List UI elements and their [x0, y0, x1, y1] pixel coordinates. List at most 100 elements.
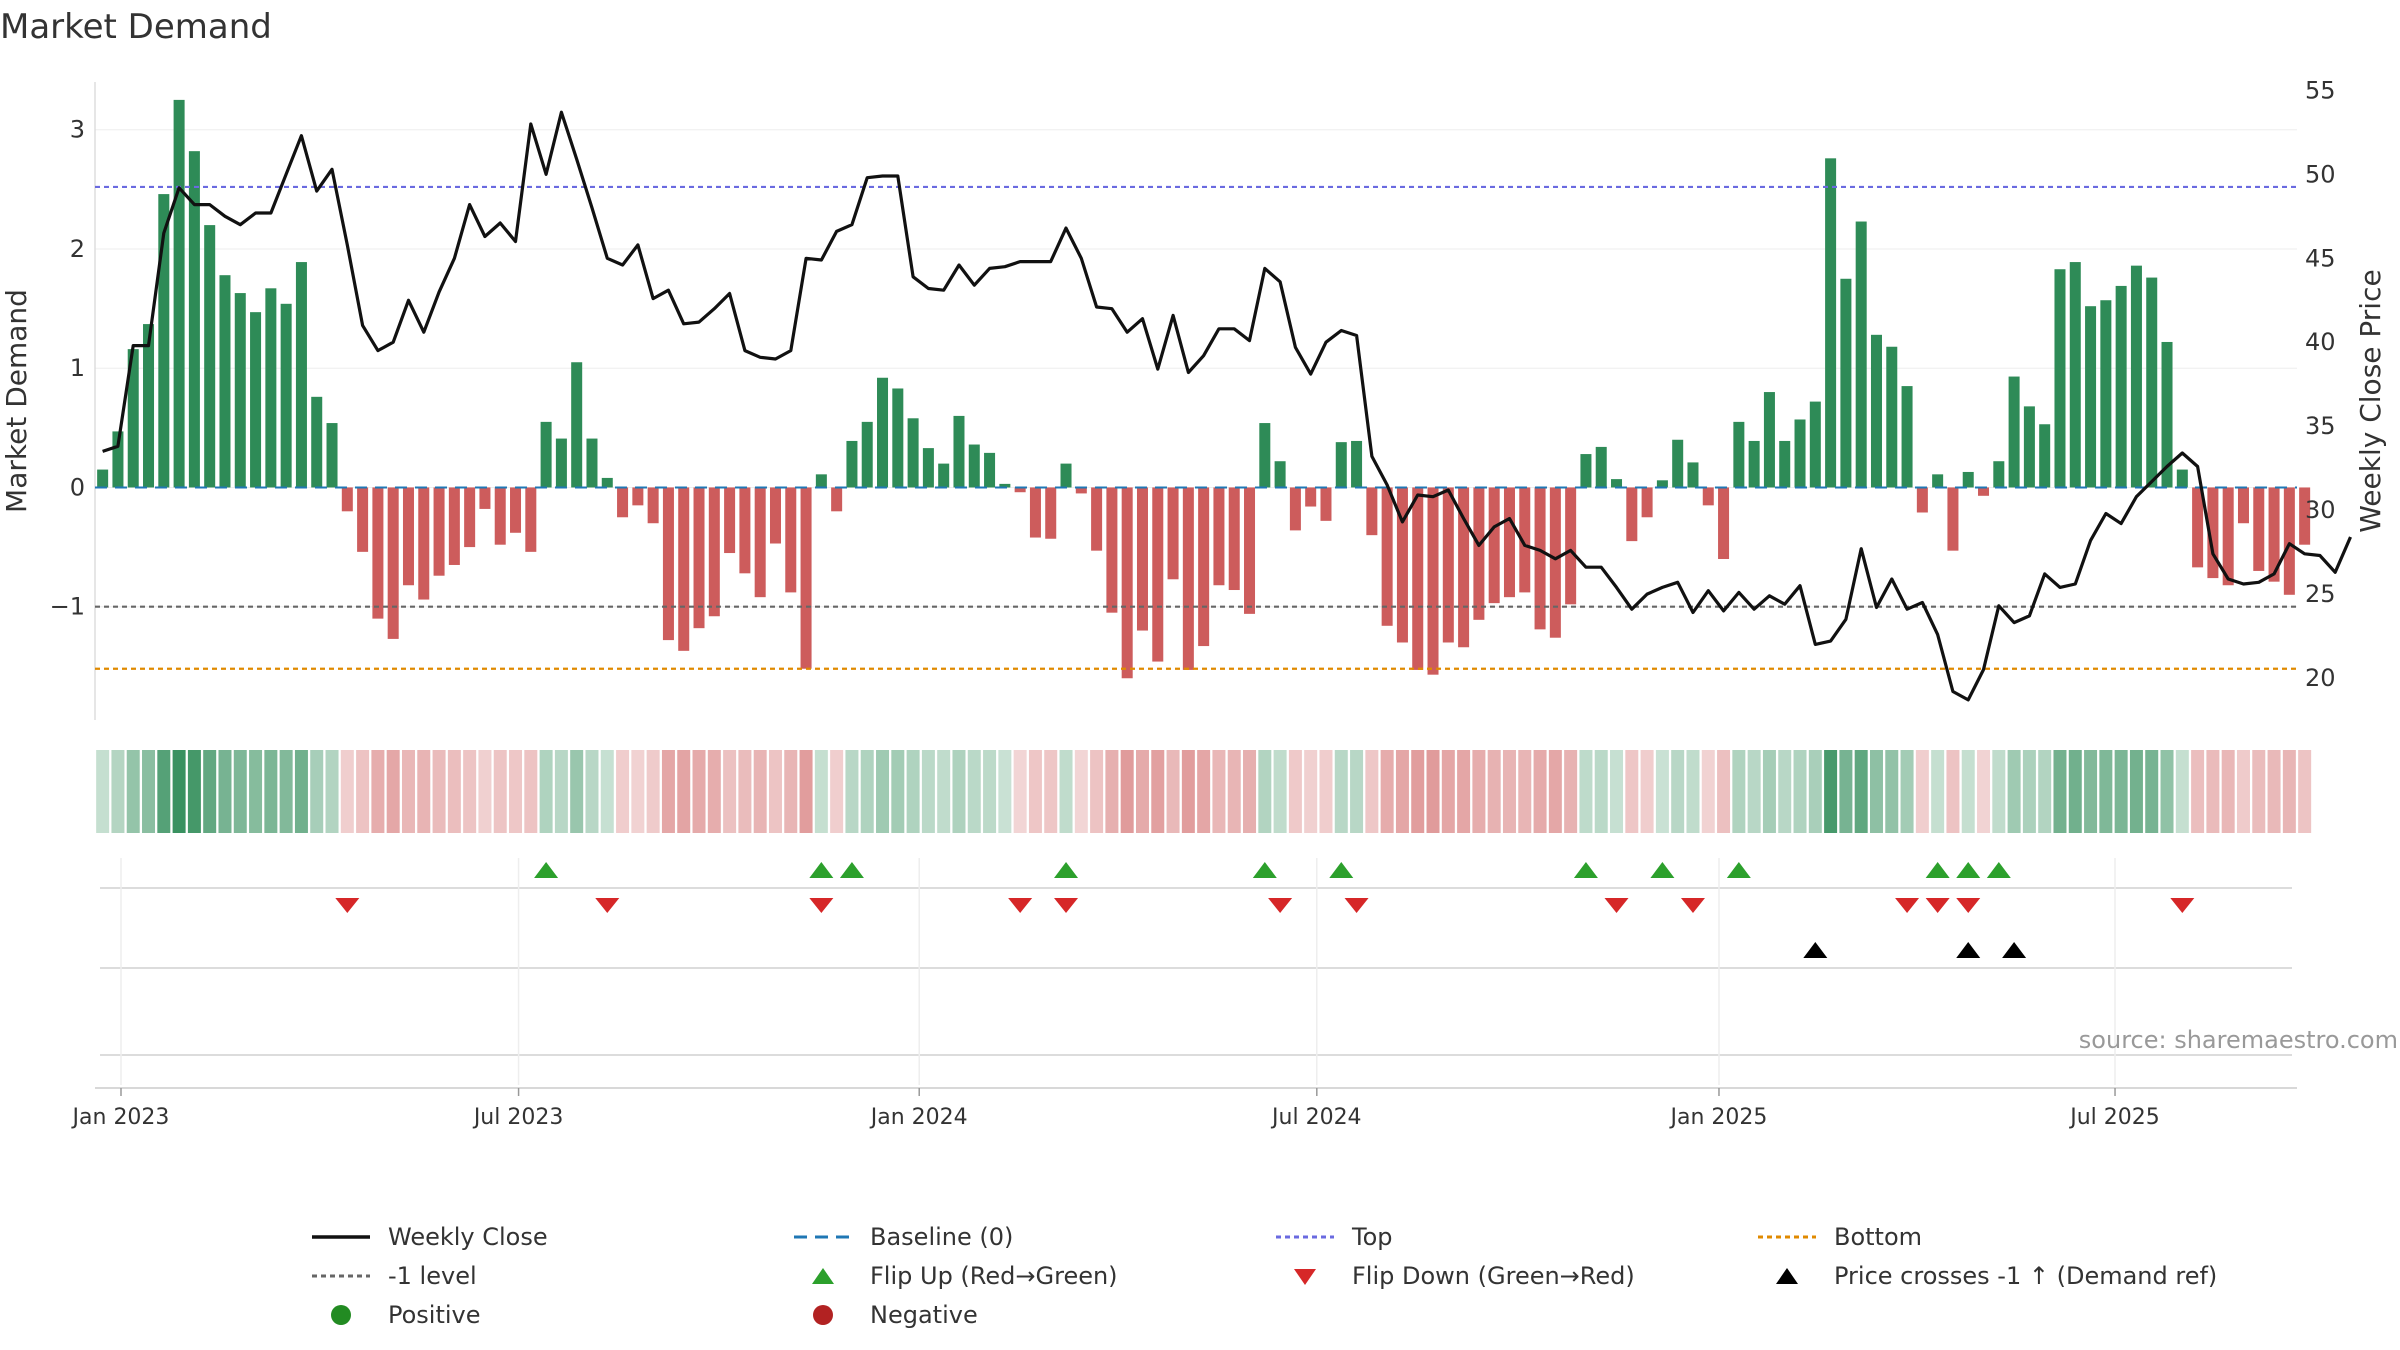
demand-bar-negative [2237, 487, 2249, 524]
demand-bar-negative [724, 487, 736, 554]
heat-cell [967, 750, 981, 833]
demand-bar-negative [341, 487, 353, 512]
heat-cell [1319, 750, 1333, 833]
heat-cell [2191, 750, 2205, 833]
heat-cell [1243, 750, 1257, 833]
legend-symbol-flip-down [1294, 1269, 1316, 1285]
legend-label: Positive [388, 1301, 481, 1329]
demand-bar-positive [1855, 221, 1867, 488]
left-axis-label: Market Demand [0, 289, 33, 513]
heat-cell [172, 750, 186, 833]
heat-cell [1044, 750, 1058, 833]
demand-bar-negative [1320, 487, 1332, 521]
demand-bar-negative [1488, 487, 1500, 604]
demand-bar-negative [1366, 487, 1378, 536]
demand-bar-positive [968, 444, 980, 488]
demand-bar-negative [785, 487, 797, 593]
flip-up-marker [1650, 862, 1675, 878]
heat-cell [1380, 750, 1394, 833]
demand-bar-negative [1549, 487, 1561, 638]
heat-cell [356, 750, 370, 833]
demand-bar-positive [295, 262, 307, 488]
flip-down-marker [1008, 898, 1033, 913]
demand-bar-negative [1702, 487, 1714, 506]
right-tick-label: 45 [2305, 244, 2336, 272]
demand-bar-positive [922, 448, 934, 488]
price-cross-marker [2002, 942, 2027, 958]
heat-cell [1854, 750, 1868, 833]
heat-cell [463, 750, 477, 833]
heat-cell [1518, 750, 1532, 833]
heat-cell [2022, 750, 2036, 833]
legend-item-negative: Negative [792, 1300, 978, 1330]
flip-up-marker [839, 862, 864, 878]
demand-bar-negative [1228, 487, 1240, 591]
heat-cell [142, 750, 156, 833]
heat-cell [1977, 750, 1991, 833]
demand-bar-negative [448, 487, 460, 565]
heat-cell [493, 750, 507, 833]
heat-cell [998, 750, 1012, 833]
demand-bar-negative [494, 487, 506, 545]
demand-bar-positive [815, 474, 827, 488]
weekly-close-line [102, 110, 2352, 702]
legend-item-weekly-close: Weekly Close [310, 1222, 548, 1252]
heat-cell [1579, 750, 1593, 833]
demand-bar-negative [1198, 487, 1210, 647]
left-tick-label: 0 [70, 473, 85, 501]
legend-label: Flip Down (Green→Red) [1352, 1262, 1635, 1290]
heat-cell [921, 750, 935, 833]
heat-cell [1793, 750, 1807, 833]
heat-cell [1824, 750, 1838, 833]
heat-cell [2114, 750, 2128, 833]
heat-cell [1426, 750, 1440, 833]
demand-bar-negative [1641, 487, 1653, 518]
heat-cell [1625, 750, 1639, 833]
heat-cell [1961, 750, 1975, 833]
demand-bar-negative [510, 487, 522, 533]
demand-bar-negative [1565, 487, 1577, 605]
flip-down-marker [1604, 898, 1629, 913]
heat-cell [2099, 750, 2113, 833]
heat-cell [860, 750, 874, 833]
event-rows [100, 858, 2292, 1085]
heat-cell [1472, 750, 1486, 833]
legend-item-cross: Price crosses -1 ↑ (Demand ref) [1756, 1261, 2217, 1291]
heat-cell [1640, 750, 1654, 833]
heat-cell [2252, 750, 2266, 833]
flip-up-marker [1252, 862, 1277, 878]
demand-bar-negative [402, 487, 414, 586]
demand-bar-positive [2176, 469, 2188, 488]
demand-bar-negative [1106, 487, 1118, 613]
legend-item-positive: Positive [310, 1300, 481, 1330]
demand-bar-positive [1763, 392, 1775, 488]
x-tick-label: Jul 2023 [472, 1105, 564, 1130]
demand-bar-negative [1091, 487, 1103, 551]
heat-cell [1808, 750, 1822, 833]
heat-cell [1120, 750, 1134, 833]
flip-down-marker [1956, 898, 1981, 913]
heat-cell [111, 750, 125, 833]
demand-bar-negative [2268, 487, 2280, 582]
heat-cell [1778, 750, 1792, 833]
demand-bar-negative [1534, 487, 1546, 630]
demand-bar-positive [1259, 423, 1271, 488]
demand-bar-positive [2085, 306, 2097, 488]
flip-down-marker [1054, 898, 1079, 913]
heat-cell [2007, 750, 2021, 833]
flip-down-marker [2170, 898, 2195, 913]
legend-label: Weekly Close [388, 1223, 548, 1251]
flip-down-marker [1925, 898, 1950, 913]
right-tick-label: 50 [2305, 160, 2336, 188]
heat-cell [876, 750, 890, 833]
heat-cell [1762, 750, 1776, 833]
demand-bar-positive [143, 324, 155, 488]
heat-cell [2175, 750, 2189, 833]
demand-bar-negative [1519, 487, 1531, 593]
demand-bar-positive [265, 288, 277, 488]
heat-cell [2160, 750, 2174, 833]
demand-bar-positive [601, 477, 613, 488]
demand-bar-positive [2069, 262, 2081, 488]
heat-cell [1701, 750, 1715, 833]
demand-bar-negative [769, 487, 781, 544]
